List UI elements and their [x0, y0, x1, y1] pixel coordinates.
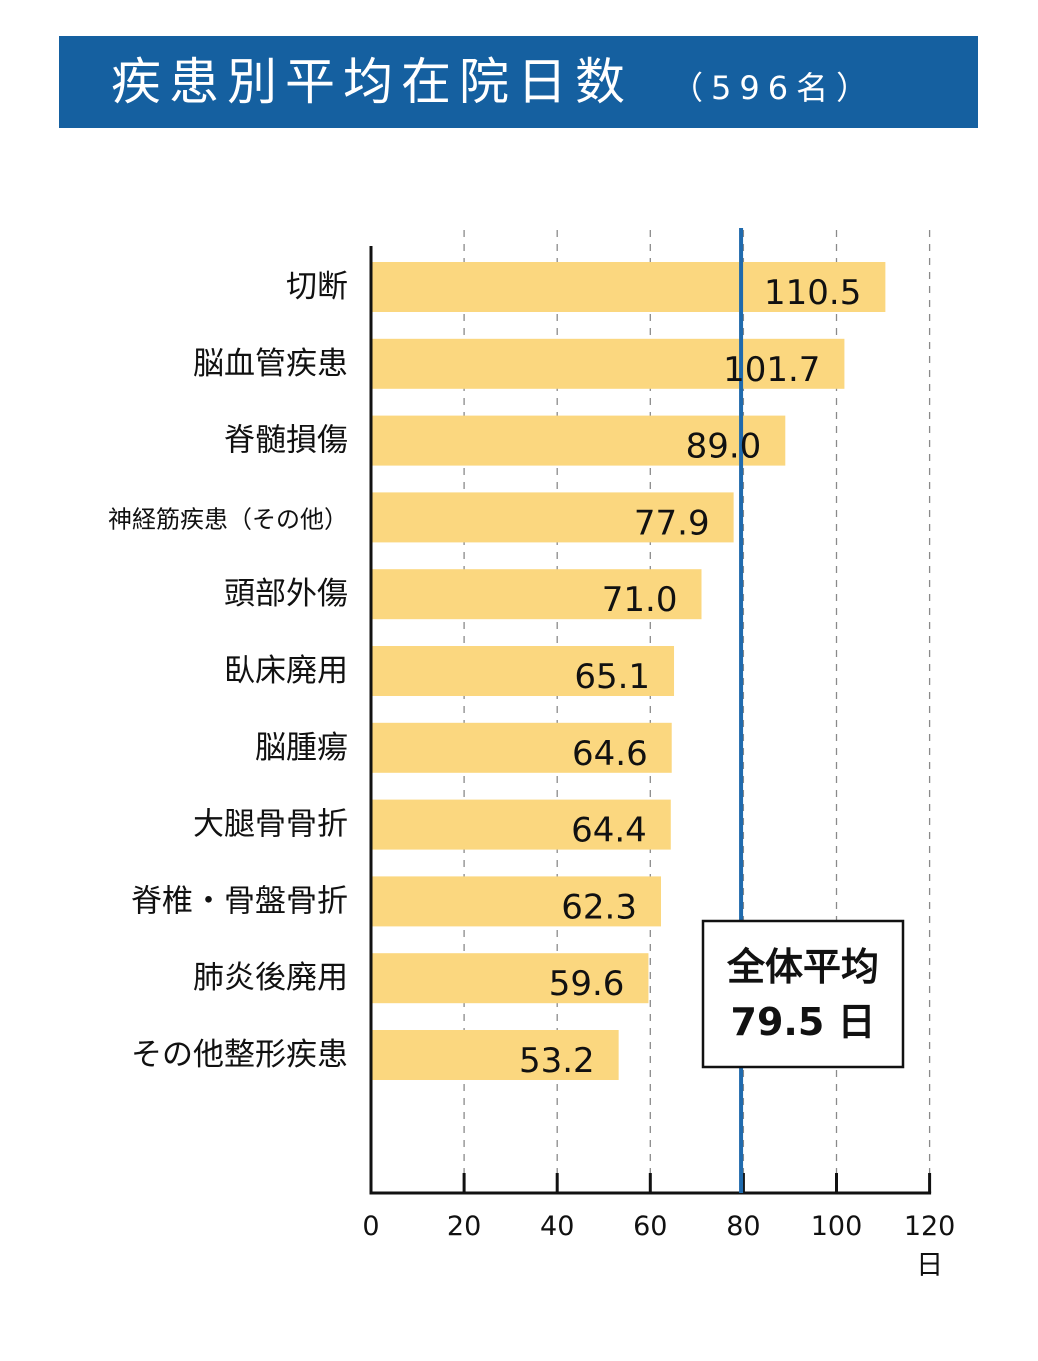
bar: [371, 646, 675, 696]
bar: [371, 953, 649, 1004]
x-tick-label: 120: [904, 1211, 956, 1242]
category-label: 脳腫瘍: [255, 730, 348, 766]
value-label: 77.9: [634, 503, 710, 543]
x-tick-label: 60: [633, 1211, 667, 1242]
average-label-line2: 79.5 日: [731, 1000, 876, 1044]
bar: [371, 876, 662, 927]
category-label: その他整形疾患: [131, 1037, 348, 1073]
x-tick-label: 20: [447, 1211, 481, 1242]
value-label: 71.0: [602, 580, 678, 620]
bar: [371, 262, 886, 312]
bar: [371, 492, 734, 543]
bar: [371, 338, 845, 389]
bar: [371, 1030, 619, 1080]
average-marker: 全体平均 79.5 日: [701, 228, 905, 1193]
category-label: 臥床廃用: [224, 653, 348, 689]
value-label: 101.7: [723, 350, 820, 390]
bars: [371, 262, 886, 1080]
average-box: [701, 919, 905, 1069]
value-label: 62.3: [561, 887, 637, 927]
average-label-line1: 全体平均: [726, 945, 879, 989]
x-tick-label: 40: [540, 1211, 574, 1242]
title-bar: 疾患別平均在院日数 （596名）: [59, 36, 978, 128]
value-label: 89.0: [686, 427, 762, 467]
category-label: 大腿骨骨折: [193, 807, 348, 843]
category-label: 肺炎後廃用: [193, 960, 348, 996]
x-axis-label: 日: [916, 1250, 943, 1281]
chart-subtitle: （596名）: [671, 69, 877, 107]
value-label: 64.4: [571, 811, 647, 851]
labels: 0 20 40 60 80 100 120 日 切断 110.5 脳血管疾患 101.7 脊髄損傷 89.…: [108, 269, 955, 1281]
value-label: 65.1: [574, 657, 650, 697]
category-label: 神経筋疾患（その他）: [108, 505, 348, 533]
bar: [371, 722, 672, 773]
category-label: 脳血管疾患: [193, 346, 348, 382]
category-label: 脊椎・骨盤骨折: [131, 883, 348, 919]
value-label: 64.6: [572, 734, 648, 774]
category-label: 切断: [286, 269, 348, 305]
x-tick-label: 100: [811, 1211, 863, 1242]
category-label: 頭部外傷: [224, 576, 348, 612]
value-label: 53.2: [519, 1041, 595, 1081]
category-label: 脊髄損傷: [224, 423, 348, 459]
value-label: 110.5: [764, 273, 861, 313]
chart-title: 疾患別平均在院日数: [111, 53, 633, 111]
x-tick-label: 0: [362, 1211, 379, 1242]
x-tick-label: 80: [726, 1211, 760, 1242]
bar: [371, 569, 702, 620]
value-label: 59.6: [549, 964, 625, 1004]
bar: [371, 415, 786, 466]
bar: [371, 799, 671, 850]
axes: [369, 246, 932, 1195]
